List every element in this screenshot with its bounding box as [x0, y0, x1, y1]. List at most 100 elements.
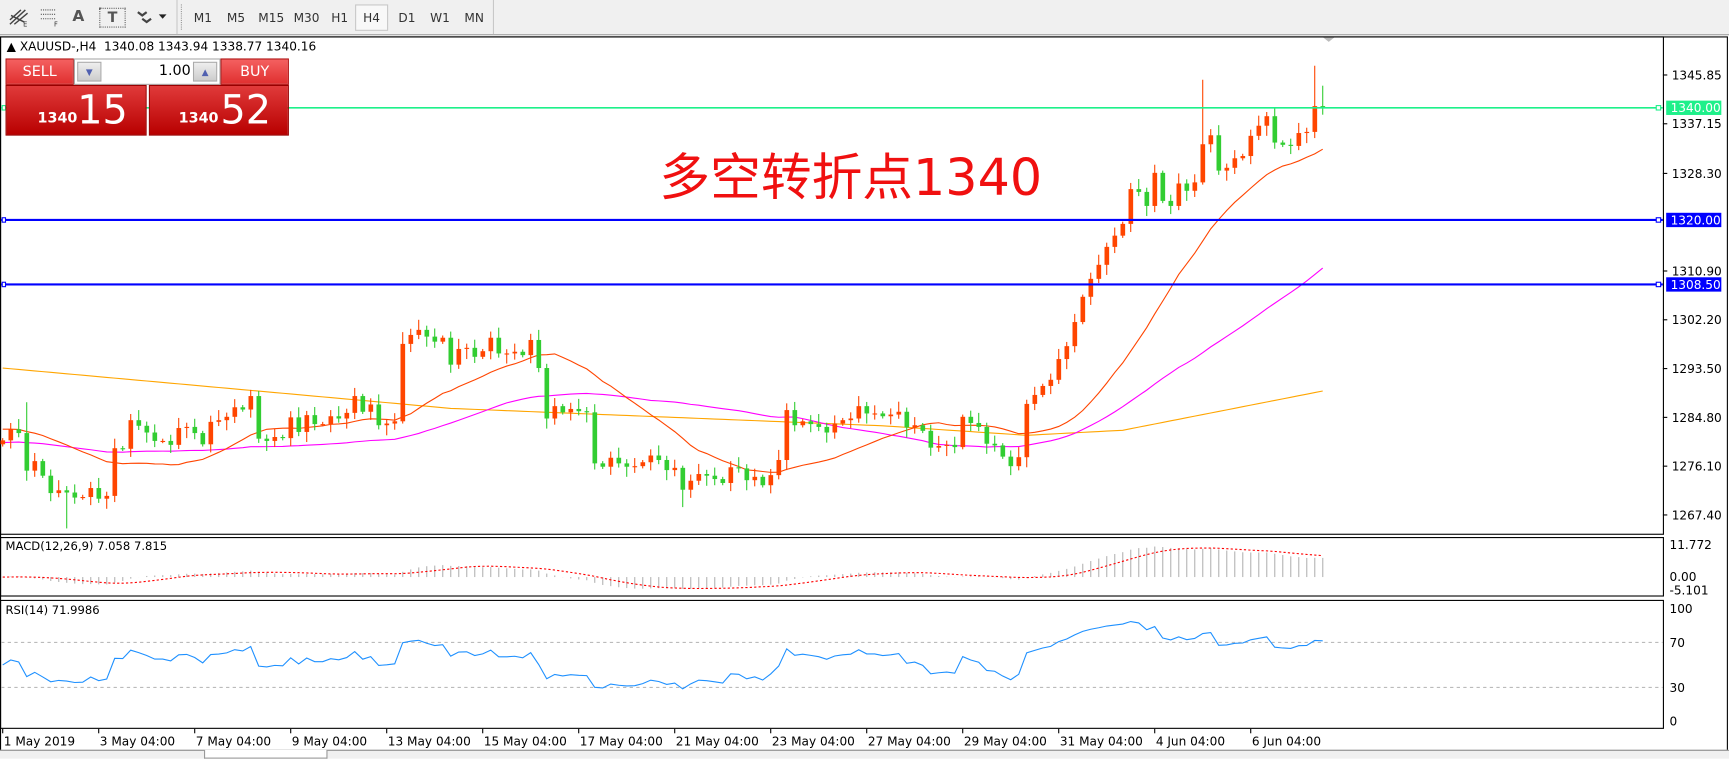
candle	[1160, 170, 1166, 204]
text-icon[interactable]: A	[72, 7, 85, 26]
toolbar-grip[interactable]	[180, 4, 184, 30]
rsi-line	[2, 620, 1323, 690]
candle-body	[1168, 200, 1174, 206]
candle-body	[896, 411, 902, 415]
candle-body	[176, 428, 182, 445]
candle	[736, 457, 742, 473]
buy-price-box[interactable]: 1340 52	[148, 84, 289, 136]
level-price-tag	[1666, 212, 1722, 228]
candle-body	[816, 424, 822, 427]
candle	[976, 412, 982, 432]
candle-body	[808, 421, 814, 425]
candle-body	[1088, 278, 1094, 297]
lot-decrease-button[interactable]: ▼	[77, 61, 102, 82]
candle	[192, 418, 198, 440]
macd-axis-label: 0.00	[1669, 570, 1696, 584]
candle-body	[1264, 116, 1270, 126]
fibonacci-fan-icon[interactable]: E	[4, 4, 33, 28]
candle	[656, 445, 662, 465]
candle-body	[152, 432, 158, 441]
candle-body	[680, 467, 686, 490]
text-label-icon[interactable]: T	[99, 7, 126, 28]
candle	[376, 394, 382, 430]
collapse-triangle-icon[interactable]: ▲	[6, 39, 20, 55]
candle-body	[1312, 106, 1318, 132]
candle	[1280, 140, 1286, 148]
candle-body	[472, 347, 478, 357]
candle-body	[1280, 142, 1286, 145]
candle-body	[648, 455, 654, 463]
candle	[1144, 187, 1150, 217]
buy-button[interactable]: BUY	[220, 58, 289, 85]
candle	[1000, 443, 1006, 459]
timeframe-h1-button[interactable]: H1	[331, 10, 349, 25]
candle-body	[768, 475, 774, 486]
candle-body	[704, 474, 710, 476]
candle	[1272, 108, 1278, 149]
level-handle	[1, 217, 7, 223]
candle	[48, 469, 54, 502]
candle-body	[1152, 172, 1158, 206]
candle-body	[1032, 394, 1038, 404]
candle	[560, 403, 566, 415]
timeframe-w1-button[interactable]: W1	[430, 10, 450, 25]
sell-price-box[interactable]: 1340 15	[5, 84, 147, 136]
candle-body	[1016, 457, 1022, 467]
candle	[264, 434, 270, 452]
candle	[512, 343, 518, 360]
timeframe-mn-button[interactable]: MN	[464, 10, 484, 25]
level-price-label: 1340.00	[1671, 101, 1721, 115]
candle-body	[1104, 246, 1110, 265]
candle-body	[832, 423, 838, 433]
date-label: 4 Jun 04:00	[1156, 734, 1225, 748]
candle-body	[240, 407, 246, 410]
svg-text:F: F	[54, 20, 58, 26]
date-label: 1 May 2019	[4, 734, 75, 748]
candle-body	[1096, 264, 1102, 279]
sell-button[interactable]: SELL	[5, 58, 74, 85]
candle	[88, 481, 94, 506]
lot-size-stepper[interactable]: ▼ 1.00 ▲	[73, 58, 221, 85]
candle	[80, 494, 86, 500]
candle-body	[488, 337, 494, 352]
candle	[568, 402, 574, 421]
candle	[1320, 85, 1326, 115]
candle	[344, 408, 350, 429]
candle	[1296, 122, 1302, 151]
candle-body	[1256, 125, 1262, 136]
toolbar: E F A T M1 M5 M15 M30 H1 H4 D1 W1 MN	[0, 0, 1729, 36]
arrows-dropdown-icon[interactable]	[132, 4, 169, 28]
candle-body	[864, 406, 870, 414]
candle-body	[800, 421, 806, 426]
fibonacci-grid-icon[interactable]: F	[35, 4, 64, 28]
rsi-panel-frame	[0, 599, 1664, 729]
timeframe-h4-button[interactable]: H4	[355, 4, 389, 31]
ma-fast-line	[2, 148, 1323, 473]
lot-increase-button[interactable]: ▲	[192, 61, 218, 82]
candle	[224, 412, 230, 431]
candle-body	[712, 475, 718, 480]
level-handle	[1655, 105, 1662, 111]
candle-body	[192, 426, 198, 434]
chart-annotation-text[interactable]: 多空转折点1340	[659, 147, 1043, 208]
timeframe-m1-button[interactable]: M1	[193, 10, 212, 25]
chart-tab-active[interactable]	[203, 749, 328, 759]
lot-size-input[interactable]: 1.00	[158, 62, 191, 80]
date-label: 6 Jun 04:00	[1252, 734, 1321, 748]
timeframe-m15-button[interactable]: M15	[258, 10, 285, 25]
candle-body	[376, 404, 382, 426]
candle-body	[736, 467, 742, 469]
timeframe-m5-button[interactable]: M5	[226, 10, 246, 25]
candle	[128, 414, 134, 457]
timeframe-d1-button[interactable]: D1	[398, 10, 416, 25]
candle	[120, 445, 126, 452]
candle	[136, 410, 142, 430]
candle-body	[1184, 183, 1190, 191]
candle-body	[168, 440, 174, 445]
timeframe-m30-button[interactable]: M30	[293, 10, 320, 25]
candle-body	[944, 444, 950, 446]
candle	[840, 417, 846, 426]
candle	[608, 451, 614, 475]
candle	[1288, 138, 1294, 155]
